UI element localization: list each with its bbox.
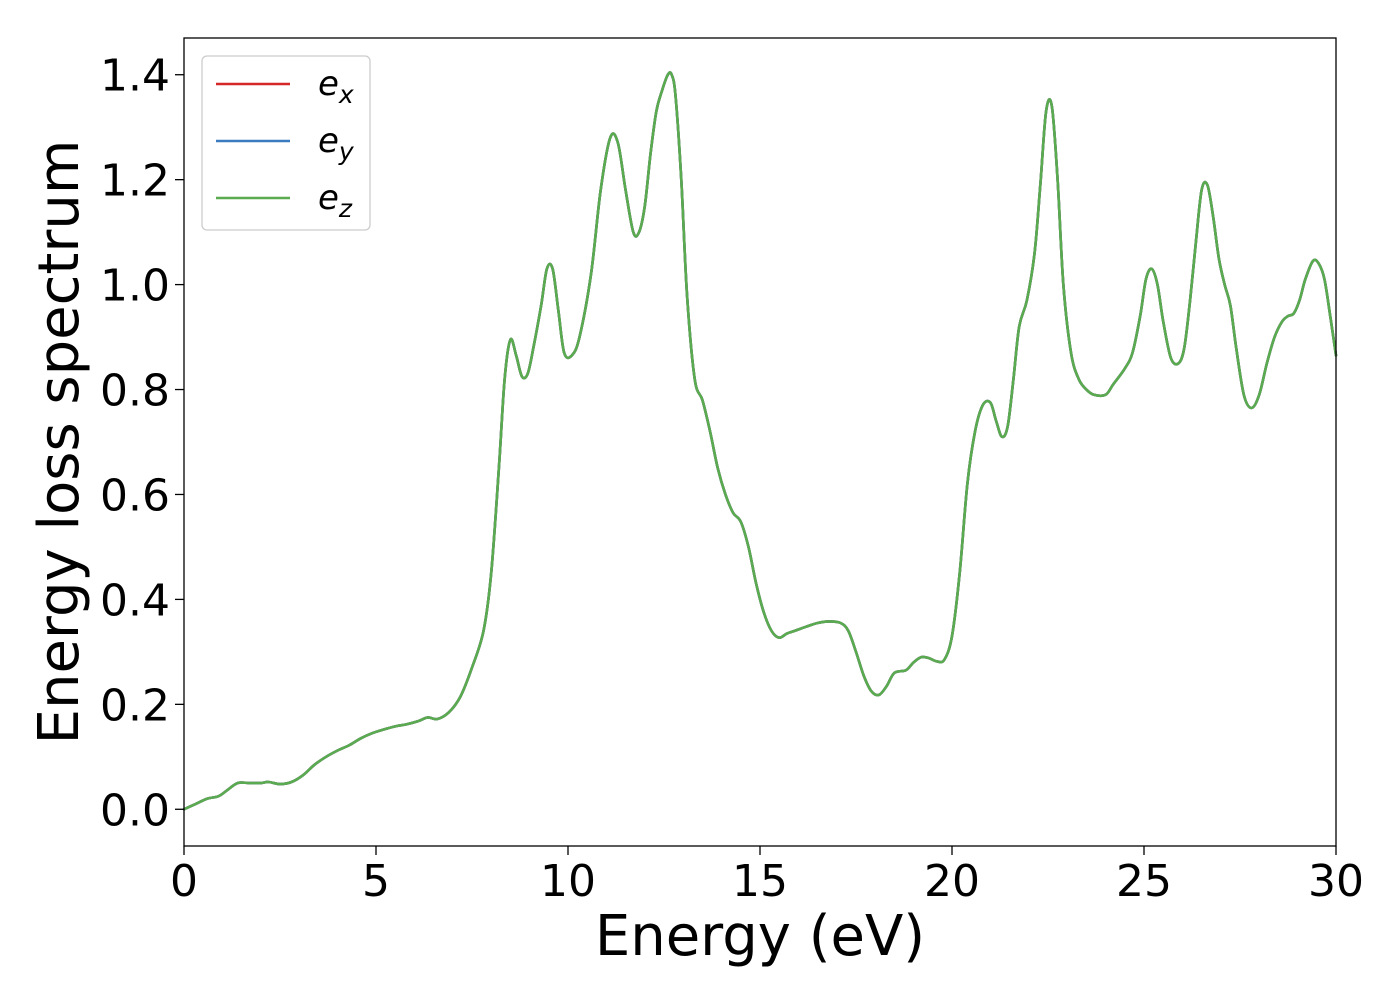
- y-tick-label: 1.2: [100, 156, 170, 207]
- legend-items: ex ey ez: [216, 64, 355, 223]
- legend-label-ex: ex: [318, 64, 354, 109]
- x-tick-label: 15: [732, 856, 788, 907]
- legend-label-ey: ey: [318, 121, 355, 166]
- y-axis-ticks: 0.0 0.2 0.4 0.6 0.8 1.0 1.2 1.4: [100, 51, 184, 836]
- x-tick-label: 25: [1116, 856, 1172, 907]
- y-tick-label: 0.2: [100, 680, 170, 731]
- legend-box: [201, 55, 371, 231]
- y-tick-label: 1.4: [100, 51, 170, 102]
- y-tick-label: 0.4: [100, 575, 170, 626]
- x-tick-label: 5: [362, 856, 390, 907]
- x-axis-ticks: 0 5 10 15 20 25 30: [170, 846, 1364, 907]
- y-tick-label: 0.8: [100, 366, 170, 417]
- y-tick-label: 0.6: [100, 470, 170, 521]
- y-tick-label: 0.0: [100, 785, 170, 836]
- x-tick-label: 10: [540, 856, 596, 907]
- x-tick-label: 30: [1308, 856, 1364, 907]
- y-tick-label: 1.0: [100, 261, 170, 312]
- legend-label-ez: ez: [318, 178, 353, 223]
- x-tick-label: 20: [924, 856, 980, 907]
- legend: ex ey ez: [201, 55, 371, 231]
- series-layer: [182, 71, 1338, 811]
- series-line-ez: [182, 71, 1338, 811]
- x-tick-label: 0: [170, 856, 198, 907]
- x-axis-label: Energy (eV): [595, 904, 925, 969]
- y-axis-label: Energy loss spectrum: [27, 140, 92, 745]
